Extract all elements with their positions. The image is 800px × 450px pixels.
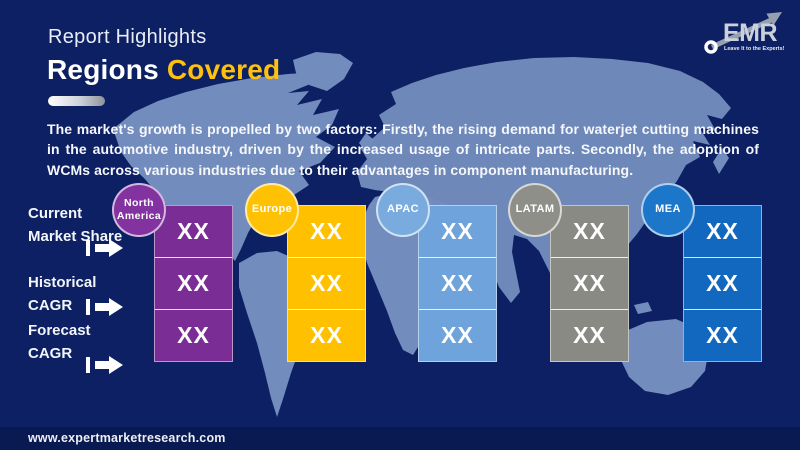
title-underline-bar bbox=[48, 96, 105, 106]
historical-cagr-value: XX bbox=[419, 257, 496, 309]
region-column: XX XX XX bbox=[550, 205, 629, 362]
current-market-share-value: XX bbox=[573, 218, 606, 244]
page-title: Regions Covered bbox=[47, 54, 280, 86]
logo-ring-icon bbox=[704, 40, 718, 54]
logo-tagline: Leave It to the Experts! bbox=[724, 46, 785, 52]
forecast-cagr-value: XX bbox=[155, 309, 232, 361]
footer-bar: www.expertmarketresearch.com bbox=[0, 427, 800, 450]
current-market-share-value: XX bbox=[441, 218, 474, 244]
region-column: XX XX XX bbox=[154, 205, 233, 362]
forecast-cagr-value: XX bbox=[684, 309, 761, 361]
forecast-cagr-value: XX bbox=[551, 309, 628, 361]
footer-url-link[interactable]: www.expertmarketresearch.com bbox=[28, 431, 226, 445]
map-japan bbox=[713, 148, 729, 174]
page-title-accent: Covered bbox=[166, 54, 281, 85]
current-market-share-value: XX bbox=[310, 218, 343, 244]
region-badge: Europe bbox=[245, 183, 299, 237]
row-label-historical-cagr: Historical CAGR bbox=[28, 274, 97, 314]
historical-cagr-value: XX bbox=[288, 257, 365, 309]
map-eurasia bbox=[357, 57, 731, 303]
map-uk bbox=[359, 133, 374, 153]
historical-cagr-value: XX bbox=[551, 257, 628, 309]
current-market-share-value: XX bbox=[706, 218, 739, 244]
logo-trend-arrowhead-icon bbox=[766, 12, 782, 26]
map-new-zealand bbox=[640, 355, 654, 373]
historical-cagr-value: XX bbox=[155, 257, 232, 309]
region-column: XX XX XX bbox=[287, 205, 366, 362]
map-north-america bbox=[113, 72, 339, 261]
region-column: XX XX XX bbox=[683, 205, 762, 362]
arrow-right-icon bbox=[86, 239, 123, 257]
current-market-share-value: XX bbox=[177, 218, 210, 244]
logo-trend-arrow-icon bbox=[710, 17, 773, 50]
forecast-cagr-value: XX bbox=[288, 309, 365, 361]
page-title-white: Regions bbox=[47, 54, 167, 85]
region-badge: North America bbox=[112, 183, 166, 237]
map-island bbox=[634, 302, 652, 314]
row-label-current-market-share: Current Market Share bbox=[28, 205, 123, 245]
arrow-right-icon bbox=[86, 356, 123, 374]
region-column: XX XX XX bbox=[418, 205, 497, 362]
region-badge: MEA bbox=[641, 183, 695, 237]
region-badge: APAC bbox=[376, 183, 430, 237]
row-label-forecast-cagr: Forecast CAGR bbox=[28, 322, 91, 362]
report-highlights-label: Report Highlights bbox=[48, 26, 207, 48]
arrow-right-icon bbox=[86, 298, 123, 316]
emr-logo[interactable]: EMR Leave It to the Experts! bbox=[700, 6, 792, 58]
historical-cagr-value: XX bbox=[684, 257, 761, 309]
region-badge: LATAM bbox=[508, 183, 562, 237]
intro-paragraph: The market's growth is propelled by two … bbox=[47, 121, 759, 178]
logo-text: EMR bbox=[723, 19, 778, 47]
forecast-cagr-value: XX bbox=[419, 309, 496, 361]
map-new-zealand bbox=[652, 339, 665, 355]
